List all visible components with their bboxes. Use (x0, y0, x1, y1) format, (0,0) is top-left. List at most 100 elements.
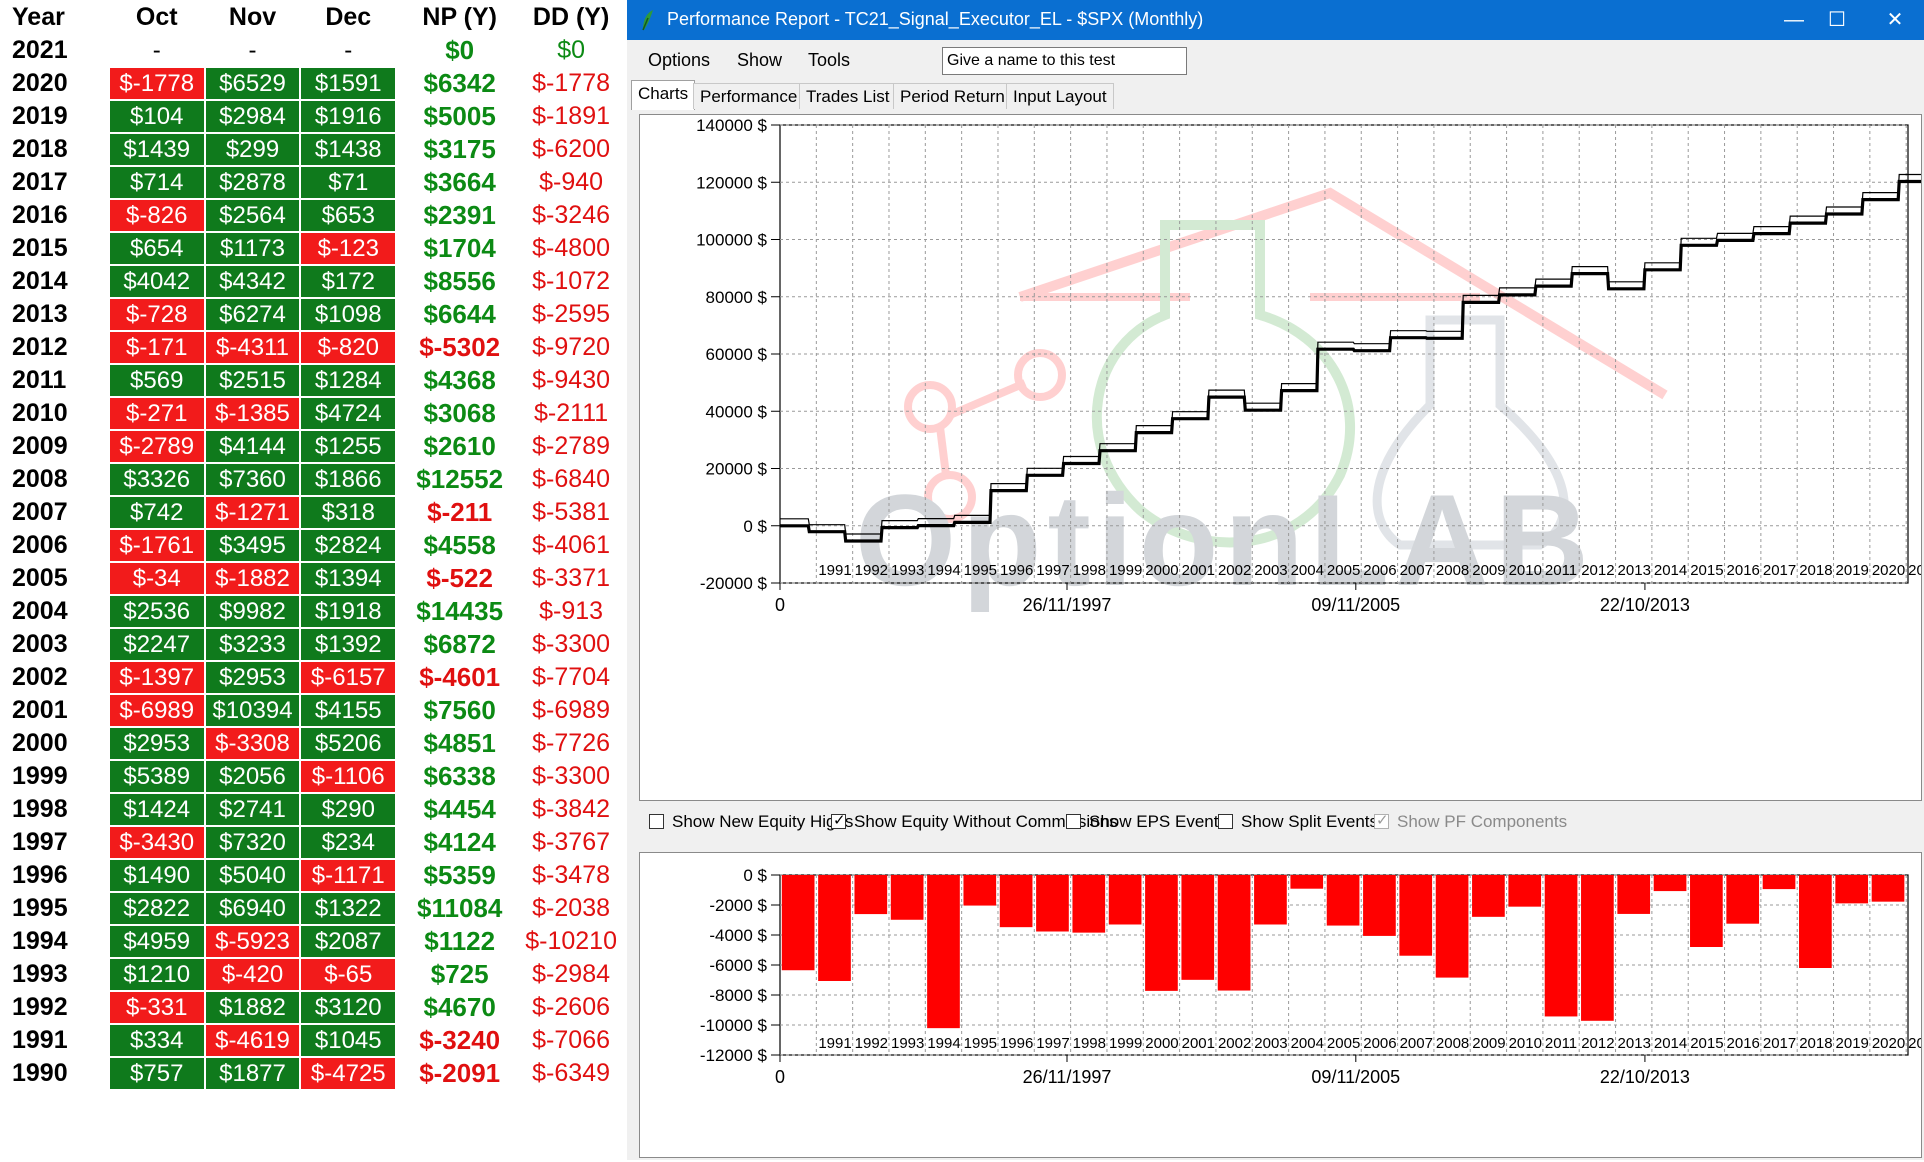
option-split-events[interactable]: Show Split Events (1218, 812, 1378, 832)
equity-chart: OptionLAB 140000 $ 120000 $ 100000 $ 80000 … (696, 116, 1924, 615)
maximize-button[interactable]: ☐ (1828, 9, 1846, 31)
drawdown-y-tick-label: -8000 $ (709, 986, 767, 1005)
table-cell-dec: $2824 (301, 530, 396, 561)
close-button[interactable]: ✕ (1886, 9, 1904, 31)
table-cell-np: $11084 (417, 893, 503, 923)
option-eps-events[interactable]: Show EPS Events (1066, 812, 1227, 832)
table-cell-dd: $-6349 (532, 1059, 611, 1087)
tab-charts[interactable]: Charts (631, 80, 696, 110)
test-name-input[interactable] (942, 47, 1187, 75)
table-cell-np: $14435 (416, 596, 504, 626)
table-row: 2018 $1439 $299 $1438 $3175 $-6200 (2, 134, 618, 165)
drawdown-year-label: 2018 (1799, 1035, 1832, 1052)
table-cell-dec: $71 (301, 167, 396, 198)
drawdown-x-tick-label: 26/11/1997 (1023, 1067, 1112, 1087)
tab-input-layout[interactable]: Input Layout (1006, 83, 1114, 109)
menu-show[interactable]: Show (737, 50, 783, 70)
table-cell-nov: - (248, 36, 257, 64)
table-cell-year: 2018 (12, 135, 68, 163)
option-new-equity-highs[interactable]: Show New Equity Highs (649, 812, 853, 832)
drawdown-bar (1326, 875, 1360, 926)
table-cell-dec: $4724 (301, 398, 396, 429)
drawdown-bar (1181, 875, 1215, 980)
table-row: 2005 $-34 $-1882 $1394 $-522 $-3371 (2, 563, 618, 594)
checkbox-split-events[interactable] (1218, 814, 1233, 829)
drawdown-bar (1217, 875, 1251, 991)
menu-options[interactable]: Options (648, 50, 711, 70)
drawdown-x-tick-label: 09/11/2005 (1311, 1067, 1400, 1087)
table-cell-dd: $-1778 (532, 69, 611, 97)
equity-y-tick-label: 140000 $ (696, 116, 767, 135)
table-cell-nov: $2515 (205, 365, 300, 396)
drawdown-y-axis: 0 $ -2000 $ -4000 $ -6000 $ -8000 $ -10000 $ -… (700, 866, 780, 1065)
drawdown-bar (1726, 875, 1760, 924)
equity-y-tick-label: 40000 $ (706, 402, 768, 421)
tab-period-return[interactable]: Period Return (893, 83, 1012, 109)
table-cell-dec: $1916 (301, 101, 396, 132)
checkbox-equity-without-commissions[interactable] (831, 811, 846, 829)
equity-year-label: 1997 (1036, 562, 1069, 579)
table-cell-np: $5359 (423, 860, 496, 890)
drawdown-y-tick-label: -4000 $ (709, 926, 767, 945)
table-cell-dec: $-820 (301, 332, 396, 363)
table-cell-np: $-211 (427, 497, 493, 527)
drawdown-bar (1472, 875, 1505, 917)
drawdown-x-tick-label: 22/10/2013 (1600, 1067, 1690, 1087)
tab-performance[interactable]: Performance (693, 83, 805, 109)
table-cell-dd: $-940 (539, 168, 604, 196)
drawdown-bar (1544, 875, 1578, 1017)
table-cell-year: 2001 (12, 696, 68, 724)
table-cell-dd: $-913 (539, 597, 604, 625)
drawdown-year-label: 2010 (1509, 1035, 1542, 1052)
title-bar[interactable]: Performance Report - TC21_Signal_Executo… (627, 0, 1924, 40)
equity-year-label: 2015 (1690, 562, 1723, 579)
table-cell-np: $6338 (423, 761, 496, 791)
table-cell-dd: $-6200 (532, 135, 611, 163)
equity-year-label: 1995 (964, 562, 997, 579)
minimize-button[interactable]: — (1784, 9, 1804, 31)
chart-options-row: Show New Equity Highs Show Equity Withou… (639, 804, 1922, 842)
table-cell-dec: $3120 (301, 992, 396, 1023)
drawdown-year-label: 1997 (1036, 1035, 1069, 1052)
equity-y-tick-label: -20000 $ (700, 574, 768, 593)
table-row: 2007 $742 $-1271 $318 $-211 $-5381 (2, 497, 618, 528)
equity-year-label: 2018 (1799, 562, 1832, 579)
table-row: 1992 $-331 $1882 $3120 $4670 $-2606 (2, 992, 618, 1023)
table-row: 2000 $2953 $-3308 $5206 $4851 $-7726 (2, 728, 618, 759)
table-cell-dd: $-1072 (532, 267, 611, 295)
table-row: 2012 $-171 $-4311 $-820 $-5302 $-9720 (2, 332, 618, 363)
table-cell-year: 2013 (12, 300, 68, 328)
equity-year-label: 1998 (1073, 562, 1106, 579)
label-new-equity-highs: Show New Equity Highs (672, 812, 854, 831)
table-cell-year: 2016 (12, 201, 68, 229)
equity-year-label: 2014 (1654, 562, 1687, 579)
table-cell-oct: $104 (109, 101, 204, 132)
drawdown-bar (890, 875, 924, 920)
table-cell-dec: $653 (301, 200, 396, 231)
table-row: 1999 $5389 $2056 $-1106 $6338 $-3300 (2, 761, 618, 792)
drawdown-y-tick-label: -2000 $ (709, 896, 767, 915)
drawdown-y-tick-label: -10000 $ (700, 1016, 768, 1035)
equity-year-label: 2002 (1218, 562, 1251, 579)
table-cell-dec: $-1171 (301, 860, 396, 891)
table-cell-np: $-4601 (419, 662, 501, 692)
table-cell-year: 2005 (12, 564, 68, 592)
drawdown-year-label: 2009 (1472, 1035, 1505, 1052)
table-cell-nov: $2564 (205, 200, 300, 231)
equity-x-axis: 0 26/11/1997 09/11/2005 22/10/2013 (775, 583, 1690, 615)
watermark-text: OptionLAB (855, 467, 1595, 613)
table-cell-dd: $-4800 (532, 234, 611, 262)
option-equity-without-commissions[interactable]: Show Equity Without Commissions (831, 811, 1118, 832)
tab-trades-list[interactable]: Trades List (799, 83, 897, 109)
equity-chart-panel: OptionLAB 140000 $ 120000 $ 100000 $ 80000 … (639, 114, 1924, 801)
checkbox-new-equity-highs[interactable] (649, 814, 664, 829)
checkbox-eps-events[interactable] (1066, 814, 1081, 829)
table-cell-year: 2009 (12, 432, 68, 460)
table-cell-dec: $1438 (301, 134, 396, 165)
table-row: 1998 $1424 $2741 $290 $4454 $-3842 (2, 794, 618, 825)
table-cell-dd: $-3842 (532, 795, 611, 823)
menu-tools[interactable]: Tools (808, 50, 851, 70)
table-cell-dec: $234 (301, 827, 396, 858)
drawdown-year-label: 1995 (964, 1035, 997, 1052)
equity-x-tick-label: 0 (775, 595, 785, 615)
